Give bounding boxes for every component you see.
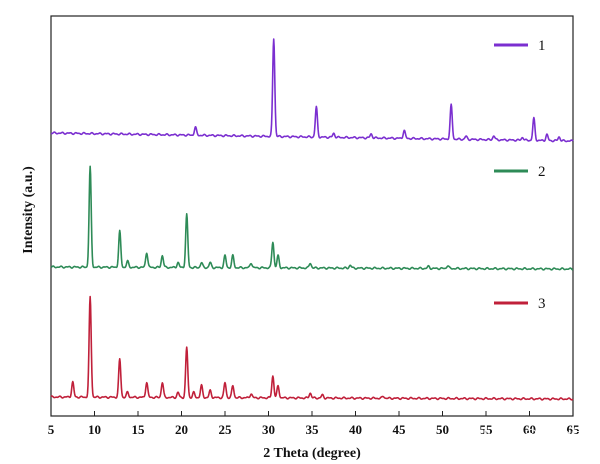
x-tick-label: 55	[480, 422, 494, 437]
series-line-1	[50, 38, 574, 143]
x-tick-label: 30	[262, 422, 275, 437]
x-tick-label: 25	[219, 422, 233, 437]
traces	[50, 38, 574, 401]
plot-frame	[50, 15, 574, 417]
legend-label-1: 1	[538, 38, 546, 54]
x-axis-title: 2 Theta (degree)	[263, 446, 361, 461]
x-tick-label: 40	[349, 422, 362, 437]
series-line-3	[50, 295, 574, 401]
x-tick-label: 35	[306, 422, 320, 437]
watermark-text: 知乎 @科研绘技	[476, 427, 586, 445]
x-tick-label: 20	[175, 422, 188, 437]
x-tick-label: 60	[523, 422, 536, 437]
x-tick-label: 45	[393, 422, 407, 437]
x-tick-label: 50	[436, 422, 449, 437]
x-tick-label: 65	[567, 422, 581, 437]
series-line-2	[50, 165, 574, 271]
legend-label-3: 3	[538, 296, 546, 312]
x-tick-label: 10	[88, 422, 101, 437]
legends: 1 2 3	[494, 38, 546, 312]
y-axis-title: Intensity (a.u.)	[21, 166, 36, 254]
x-tick-label: 15	[132, 422, 146, 437]
x-tick-label: 5	[48, 422, 55, 437]
x-axis-ticks: 5 10 15 20 25 30 35 40 45 50 55 60 65	[48, 411, 580, 437]
legend-label-2: 2	[538, 164, 546, 180]
